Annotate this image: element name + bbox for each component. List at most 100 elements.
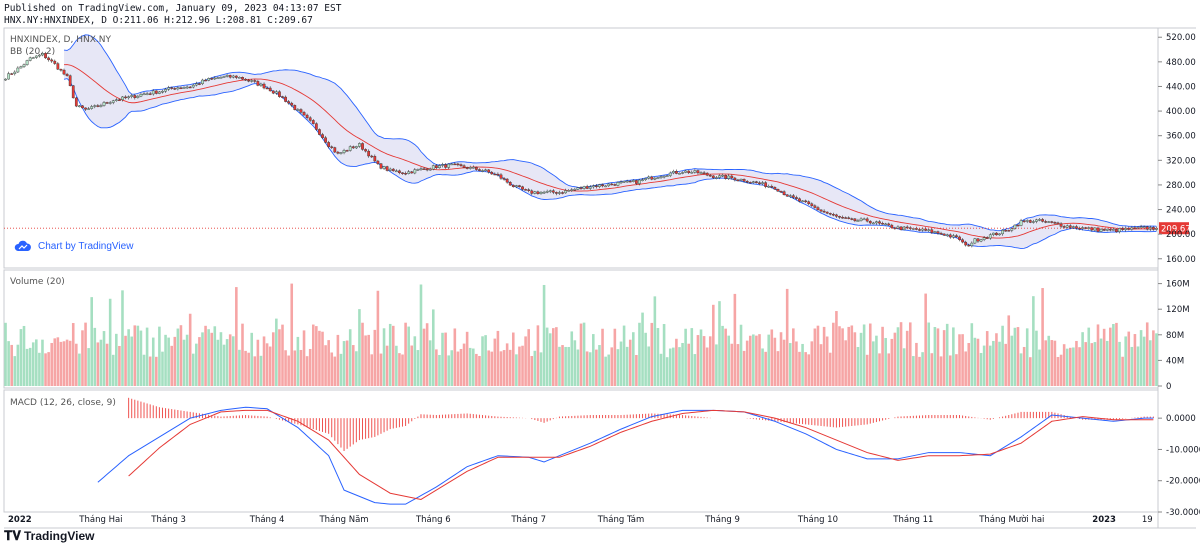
volume-bar [838,326,841,386]
volume-bar [315,326,318,386]
candle-body [656,177,660,179]
volume-bar [693,354,697,386]
candle-body [404,173,407,175]
candle-body [921,228,924,231]
candle-body [198,83,201,85]
candle-body [505,178,509,183]
candle-body [502,178,506,180]
candle-body [118,99,121,101]
volume-bar [927,322,931,386]
volume-bar [450,350,454,386]
candle-body [1121,228,1124,230]
candle-body [47,57,50,61]
candle-body [515,185,518,188]
candle-body [376,160,380,164]
volume-bar [28,347,32,386]
candle-body [653,177,657,180]
volume-bar [173,336,177,386]
volume-bar [804,352,807,386]
time-axis-label: Tháng 11 [892,515,933,525]
candle-body [222,76,226,78]
price-tick-label: 240.00 [1166,206,1196,216]
volume-bar [1102,328,1106,386]
volume-tick-label: 40M [1166,356,1184,366]
candle-body [422,168,426,170]
volume-bar [1127,331,1131,386]
candle-body [108,102,112,104]
candle-body [893,227,897,230]
candle-body [318,129,321,135]
candle-body [93,105,97,107]
volume-bar [635,354,638,386]
chart-by-tradingview-link[interactable]: Chart by TradingView [14,240,133,252]
volume-bar [508,349,512,386]
volume-bar [496,330,500,386]
candle-body [127,96,131,99]
candle-body [327,142,331,147]
volume-tick-label: 160M [1166,280,1190,290]
price-tick-label: 320.00 [1166,156,1196,166]
volume-bar [625,346,629,386]
candle-body [314,123,318,130]
candle-body [662,175,666,178]
candle-body [1102,229,1106,231]
candle-body [74,97,78,107]
volume-bar [81,330,84,386]
volume-bar [1016,327,1020,386]
volume-bar [105,343,109,386]
candle-body [779,190,783,193]
volume-bar [918,356,921,386]
candle-body [973,238,977,244]
candle-body [450,163,454,166]
macd-tick-label: -30.0000 [1166,508,1200,518]
candle-body [533,191,537,194]
volume-bar [576,349,580,386]
volume-bar [1025,328,1029,386]
volume-bar [296,336,300,386]
volume-bar [770,329,774,386]
volume-bar [896,327,900,386]
candle-body [373,156,377,162]
volume-bar [379,353,383,386]
volume-bar [782,339,786,386]
candle-body [527,189,531,191]
candle-body [521,186,524,190]
volume-bar [164,334,167,386]
candle-body [19,66,23,69]
candle-body [391,168,395,172]
candle-body [401,172,404,174]
last-price-label: 209.67 [1161,225,1191,235]
volume-bar [370,354,374,386]
volume-bar [188,313,192,386]
volume-bar [650,322,654,386]
candle-body [56,63,60,70]
candle-body [173,88,177,90]
candle-body [296,109,300,111]
volume-bar [62,341,66,386]
volume-bar [945,323,949,386]
volume-bar [1041,288,1044,386]
candle-body [130,95,134,97]
volume-bar [210,332,214,386]
volume-bar [678,347,681,386]
candle-body [468,167,472,169]
volume-bar [1001,325,1004,386]
candle-body [71,85,75,99]
volume-bar [1084,342,1087,386]
candle-body [87,108,90,110]
candle-body [345,150,349,152]
time-axis-label: 19 [1142,515,1153,525]
candle-body [179,87,183,89]
candle-body [951,235,955,238]
volume-bar [333,356,337,386]
time-axis-label: Tháng 9 [704,515,740,525]
candle-body [671,171,675,174]
time-axis-label: Tháng Tám [597,515,645,525]
volume-bar [118,345,121,386]
volume-bar [995,333,998,386]
volume-bar [244,350,247,386]
volume-bar [595,349,598,386]
volume-bar [835,311,838,386]
candle-body [979,239,983,242]
tradingview-brand[interactable]: 𝐓𝐕 TradingView [4,528,94,544]
